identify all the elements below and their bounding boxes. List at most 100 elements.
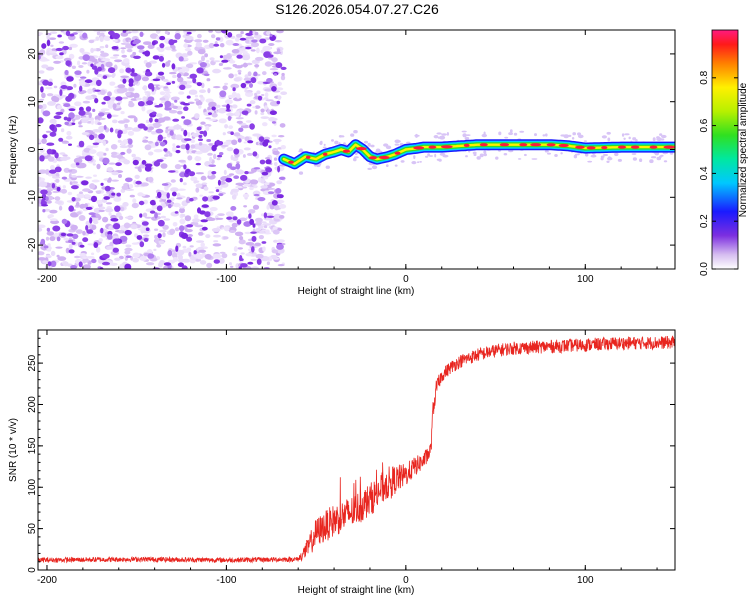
ridge-halo <box>417 161 420 164</box>
noise-speckle <box>145 62 152 68</box>
ridge-halo <box>661 134 667 139</box>
noise-speckle <box>251 235 257 242</box>
noise-speckle <box>47 261 52 267</box>
noise-speckle <box>241 110 249 115</box>
noise-speckle <box>71 65 76 70</box>
ridge-halo <box>462 133 467 138</box>
noise-speckle <box>199 62 207 68</box>
ridge-halo <box>571 137 575 140</box>
noise-speckle <box>96 163 101 170</box>
noise-speckle <box>78 156 87 159</box>
ridge-halo <box>600 155 605 158</box>
noise-speckle <box>172 202 181 208</box>
noise-speckle <box>219 43 225 48</box>
noise-speckle <box>262 223 271 226</box>
noise-speckle <box>192 77 197 84</box>
noise-speckle <box>162 116 171 121</box>
noise-speckle <box>243 141 247 144</box>
ridge-halo <box>607 157 613 161</box>
noise-speckle <box>242 193 250 198</box>
noise-speckle <box>54 152 59 159</box>
noise-speckle <box>243 77 253 82</box>
noise-speckle <box>124 250 131 255</box>
spectrogram-heatmap <box>38 30 675 269</box>
noise-speckle <box>92 232 96 235</box>
noise-speckle <box>144 91 151 94</box>
noise-speckle <box>200 219 208 223</box>
noise-speckle <box>55 55 64 60</box>
noise-speckle <box>127 130 135 136</box>
colorbar: 0.0 0.2 0.4 0.6 0.8 Normalized spectral ampl… <box>699 29 749 276</box>
noise-speckle <box>131 68 135 74</box>
noise-speckle <box>80 76 87 79</box>
noise-speckle <box>39 241 46 245</box>
noise-speckle <box>128 87 135 92</box>
noise-speckle <box>242 154 246 158</box>
ridge-halo <box>298 150 304 153</box>
noise-speckle <box>244 136 250 142</box>
noise-speckle <box>188 251 192 257</box>
noise-speckle <box>185 143 190 151</box>
noise-speckle <box>118 174 122 178</box>
noise-speckle <box>151 111 157 115</box>
noise-speckle <box>131 202 139 209</box>
noise-speckle <box>226 163 233 169</box>
noise-speckle <box>267 191 275 195</box>
noise-speckle <box>187 101 195 105</box>
noise-speckle <box>156 47 161 50</box>
noise-speckle <box>258 177 261 183</box>
ridge-halo <box>439 135 446 140</box>
noise-speckle <box>167 249 173 257</box>
noise-speckle <box>230 206 237 211</box>
noise-speckle <box>209 57 215 61</box>
noise-speckle <box>276 239 285 243</box>
ridge-halo <box>353 157 357 162</box>
ridge-halo <box>481 133 487 138</box>
noise-speckle <box>101 253 110 259</box>
noise-speckle <box>190 139 196 144</box>
noise-speckle <box>63 103 71 108</box>
noise-speckle <box>171 191 177 197</box>
noise-speckle <box>59 52 64 56</box>
noise-speckle <box>68 205 74 212</box>
noise-speckle <box>266 78 273 83</box>
noise-speckle <box>251 39 258 43</box>
noise-speckle <box>168 152 173 157</box>
y-tick-label: 50 <box>27 523 38 535</box>
ridge-halo <box>394 139 401 144</box>
noise-speckle <box>82 230 86 236</box>
noise-speckle <box>234 65 243 69</box>
noise-speckle <box>163 218 171 221</box>
noise-speckle <box>176 73 182 79</box>
ridge-halo <box>544 149 549 153</box>
noise-speckle <box>193 196 198 200</box>
noise-speckle <box>84 155 93 162</box>
noise-speckle <box>53 60 61 64</box>
noise-speckle <box>190 176 198 182</box>
noise-speckle <box>56 254 60 258</box>
noise-speckle <box>245 120 252 123</box>
noise-speckle <box>245 253 253 257</box>
noise-speckle <box>178 91 185 95</box>
noise-speckle <box>158 85 165 88</box>
noise-speckle <box>257 95 263 101</box>
noise-speckle <box>151 131 156 135</box>
noise-speckle <box>245 32 253 37</box>
noise-speckle <box>257 80 265 85</box>
ridge-halo <box>554 154 558 157</box>
noise-speckle <box>194 113 200 119</box>
noise-speckle <box>249 179 259 185</box>
noise-speckle <box>112 119 118 124</box>
noise-speckle <box>213 153 217 160</box>
snr-series-line <box>38 335 675 564</box>
noise-speckle <box>82 237 89 243</box>
x-tick-label: 0 <box>403 575 409 586</box>
noise-speckle <box>229 262 232 266</box>
noise-speckle <box>147 44 155 49</box>
noise-speckle <box>38 55 41 60</box>
noise-speckle <box>252 106 256 109</box>
noise-speckle <box>42 110 51 117</box>
noise-speckle <box>174 227 180 232</box>
noise-speckle <box>134 184 140 188</box>
noise-speckle <box>193 180 200 184</box>
